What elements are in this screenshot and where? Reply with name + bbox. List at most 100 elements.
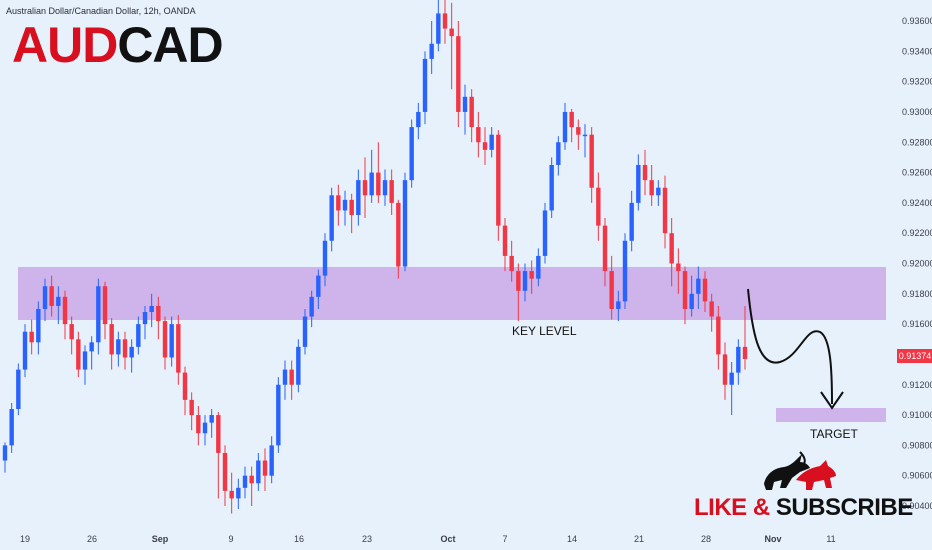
x-tick-label: 7 [502, 534, 507, 544]
subscribe-text: SUBSCRIBE [775, 494, 913, 521]
y-tick-label: 0.93600 [902, 16, 932, 26]
candle [642, 149, 648, 196]
candle [602, 218, 608, 287]
candle-body [222, 452, 228, 491]
candle-body [456, 36, 461, 112]
candle-body [416, 111, 421, 128]
candle [109, 318, 114, 370]
y-tick-label: 0.93000 [902, 107, 932, 117]
candle [569, 108, 574, 143]
candle [409, 119, 414, 188]
candle-body [609, 271, 614, 309]
candle [256, 452, 261, 491]
candle [689, 275, 694, 317]
y-tick-label: 0.92000 [902, 259, 932, 269]
candle-body [136, 324, 141, 347]
candle [649, 164, 654, 206]
candle [69, 316, 74, 355]
candle [616, 290, 621, 322]
candle-body [636, 164, 641, 203]
candle [436, 0, 441, 52]
x-tick-label: Oct [440, 534, 455, 544]
candle-body [342, 199, 348, 211]
candle-body [389, 180, 394, 203]
candle [9, 402, 14, 453]
candle-body [76, 339, 81, 370]
candle-body [189, 399, 194, 416]
x-tick-label: Nov [764, 534, 781, 544]
candle [29, 319, 34, 355]
candle [502, 218, 508, 272]
candle [296, 339, 301, 393]
candle-body [236, 487, 241, 499]
candle-body [536, 255, 541, 279]
candle [176, 315, 181, 385]
candle-body [582, 134, 588, 137]
candle [182, 366, 188, 416]
candle-body [169, 324, 174, 358]
candle-body [362, 180, 368, 196]
candle-body [576, 127, 581, 135]
candle [102, 281, 108, 340]
candle-body [702, 278, 708, 302]
candle [349, 193, 354, 234]
candle-body [436, 13, 441, 44]
candle [422, 51, 428, 125]
candle-body [462, 96, 468, 112]
candle-body [96, 286, 101, 343]
candle-body [662, 187, 668, 234]
projection-curve [747, 288, 833, 405]
candle [709, 293, 714, 332]
candle-body [89, 342, 94, 352]
candle [196, 405, 201, 446]
candle-body [336, 195, 341, 211]
candle-body [696, 278, 701, 294]
candle-body [142, 312, 148, 325]
candle-body [376, 172, 381, 196]
candle [496, 130, 501, 241]
candle-body [356, 180, 361, 215]
x-tick-label: 11 [826, 534, 835, 544]
candle-body [716, 316, 721, 355]
candle [676, 248, 681, 294]
candle [242, 466, 248, 499]
candle-body [302, 316, 308, 347]
candle-body [729, 372, 734, 385]
candle [76, 331, 81, 378]
candle-body [82, 351, 88, 370]
candle-body [496, 134, 501, 226]
candle-body [682, 271, 688, 309]
y-axis: 0.93600 0.93400 0.93200 0.93000 0.92800 0.926… [902, 16, 932, 511]
candle [122, 331, 128, 370]
x-tick-label: 23 [362, 534, 372, 544]
candle [302, 308, 308, 355]
candle [169, 316, 174, 367]
candle [629, 190, 634, 252]
y-tick-label: 0.92400 [902, 198, 932, 208]
candle [656, 180, 661, 206]
candle-body [69, 324, 74, 340]
candle [202, 415, 208, 446]
candle-body [742, 346, 748, 359]
y-tick-label: 0.90400 [902, 501, 932, 511]
candle-body [149, 305, 154, 312]
y-tick-label: 0.92800 [902, 137, 932, 147]
candle-body [9, 409, 14, 446]
candle-body [516, 271, 521, 291]
candle-body [549, 164, 554, 211]
candle-body [62, 296, 68, 325]
candle [596, 172, 601, 241]
candle-body [296, 346, 301, 385]
candle-body [109, 324, 114, 355]
candle-body [256, 460, 261, 484]
candle [229, 472, 234, 514]
candle [456, 21, 461, 128]
candle [669, 218, 674, 287]
candle-body [509, 255, 514, 272]
candle-body [49, 286, 54, 306]
candle-body [409, 127, 414, 181]
candle-body [129, 346, 134, 358]
candle-body [369, 172, 374, 196]
like-subscribe-banner[interactable]: LIKE & SUBSCRIBE [694, 448, 913, 528]
